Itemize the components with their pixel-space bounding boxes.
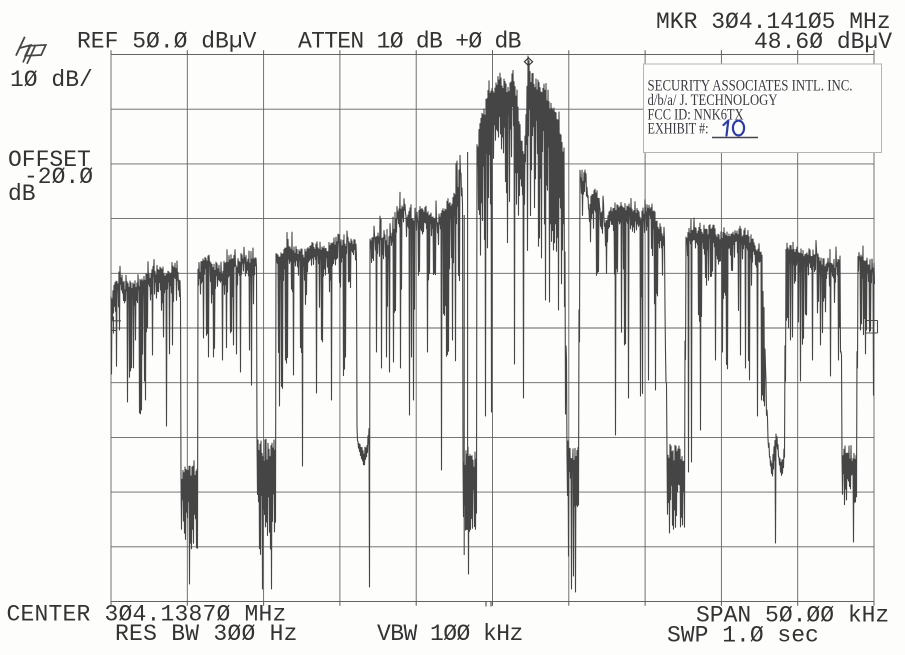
svg-text:SWP 1.Ø sec: SWP 1.Ø sec xyxy=(667,623,819,649)
svg-text:FCC ID: NNK6TX: FCC ID: NNK6TX xyxy=(648,107,744,124)
svg-text:REF 5Ø.Ø dBµV: REF 5Ø.Ø dBµV xyxy=(77,29,257,55)
svg-text:OFFSET: OFFSET xyxy=(8,147,91,173)
svg-text:48.6Ø dBµV: 48.6Ø dBµV xyxy=(754,29,892,55)
svg-text:VBW 1ØØ kHz: VBW 1ØØ kHz xyxy=(377,621,523,647)
svg-text:ATTEN 1Ø dB +Ø dB: ATTEN 1Ø dB +Ø dB xyxy=(298,29,521,55)
svg-text:RES BW 3ØØ Hz: RES BW 3ØØ Hz xyxy=(115,621,298,647)
svg-text:MKR 3Ø4.141Ø5 MHz: MKR 3Ø4.141Ø5 MHz xyxy=(656,9,891,35)
svg-text:EXHIBIT #:: EXHIBIT #: xyxy=(648,121,709,138)
svg-text:-2Ø.Ø: -2Ø.Ø xyxy=(24,164,93,190)
svg-text:d/b/a/ J. TECHNOLOGY: d/b/a/ J. TECHNOLOGY xyxy=(648,92,778,109)
svg-text:SECURITY ASSOCIATES INTL. INC.: SECURITY ASSOCIATES INTL. INC. xyxy=(648,78,853,95)
svg-text:SPAN 5Ø.ØØ kHz: SPAN 5Ø.ØØ kHz xyxy=(696,603,889,629)
svg-text:1Ø dB/: 1Ø dB/ xyxy=(10,67,93,93)
svg-text:dB: dB xyxy=(8,181,36,207)
svg-text:CENTER 3Ø4.1387Ø MHz: CENTER 3Ø4.1387Ø MHz xyxy=(7,602,287,628)
